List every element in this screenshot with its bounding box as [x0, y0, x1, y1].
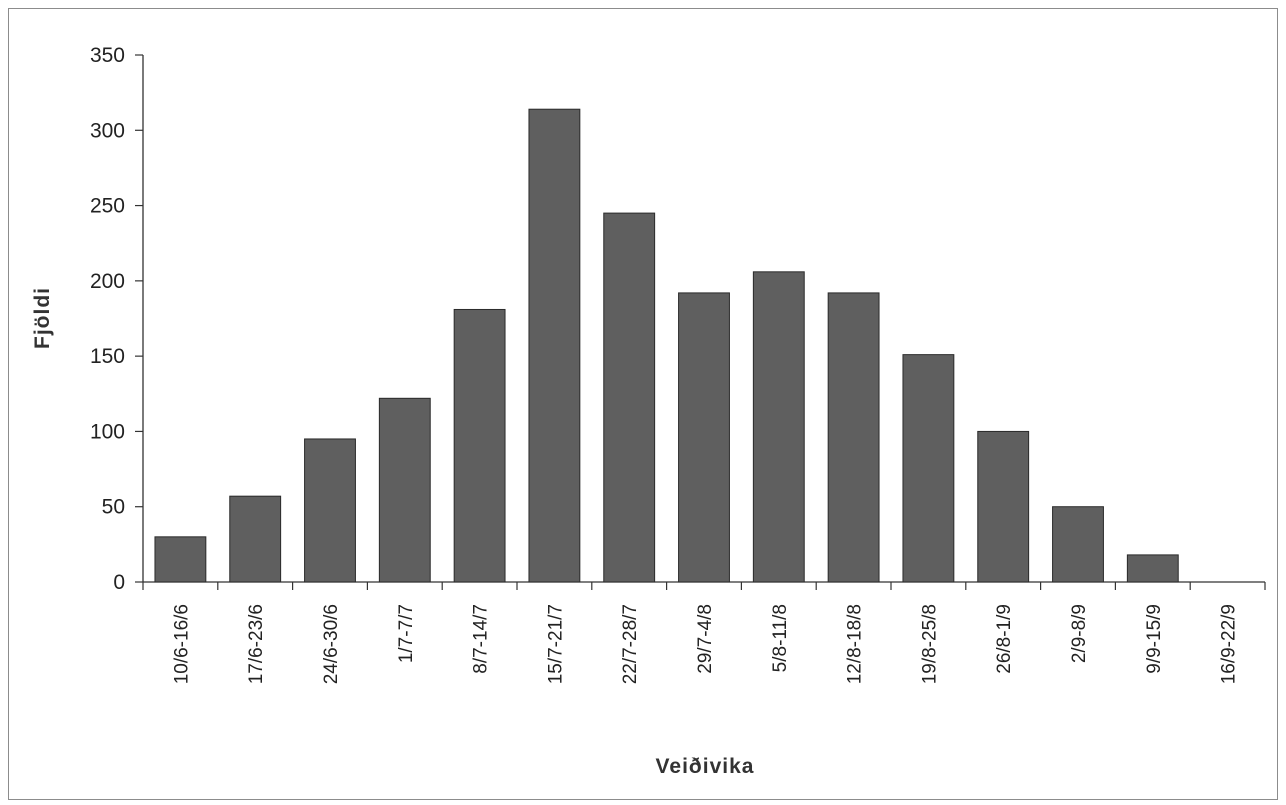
bar — [603, 212, 656, 583]
x-tick-label: 29/7-4/8 — [695, 604, 716, 674]
y-axis-title: Fjöldi — [31, 287, 54, 349]
y-tick-label: 100 — [90, 420, 125, 443]
x-tick-label: 12/8-18/8 — [845, 604, 866, 684]
x-tick-label: 2/9-8/9 — [1069, 604, 1090, 663]
y-tick-label: 200 — [90, 270, 125, 293]
x-tick-label: 9/9-15/9 — [1144, 604, 1165, 674]
bars — [154, 108, 1179, 583]
x-tick-label: 5/8-11/8 — [770, 604, 791, 672]
x-tick-label: 1/7-7/7 — [396, 604, 417, 663]
y-tick-label: 0 — [113, 571, 125, 594]
x-tick-label: 19/8-25/8 — [919, 604, 940, 684]
y-tick-label: 250 — [90, 195, 125, 218]
y-axis: 0 50 100 150 200 250 300 350 — [90, 44, 144, 594]
bar — [229, 495, 282, 583]
bar — [304, 438, 356, 583]
bar — [752, 271, 805, 583]
x-axis-title: Veiðivika — [656, 755, 755, 778]
bar — [1126, 554, 1179, 583]
x-tick-label: 22/7-28/7 — [620, 604, 641, 684]
x-tick-label: 26/8-1/9 — [994, 604, 1015, 674]
bar — [378, 397, 431, 583]
bar — [528, 108, 581, 583]
bar — [977, 430, 1030, 583]
bar — [827, 292, 880, 583]
y-tick-label: 150 — [90, 345, 125, 368]
y-tick-label: 350 — [90, 44, 125, 67]
x-tick-label: 17/6-23/6 — [246, 604, 267, 684]
bar — [1052, 506, 1104, 583]
x-tick-label: 16/9-22/9 — [1219, 604, 1240, 684]
x-tick-label: 24/6-30/6 — [321, 604, 342, 684]
bar — [902, 354, 955, 583]
x-tick-label: 10/6-16/6 — [171, 604, 192, 684]
y-tick-label: 50 — [102, 496, 125, 519]
x-tick-label: 15/7-21/7 — [545, 604, 566, 684]
bar — [453, 308, 506, 583]
x-axis: 10/6-16/6 17/6-23/6 24/6-30/6 1/7-7/7 8/7-14… — [142, 581, 1266, 684]
y-tick-label: 300 — [90, 119, 125, 142]
bar — [154, 536, 207, 583]
x-tick-label: 8/7-14/7 — [471, 604, 492, 674]
bar — [678, 292, 730, 583]
